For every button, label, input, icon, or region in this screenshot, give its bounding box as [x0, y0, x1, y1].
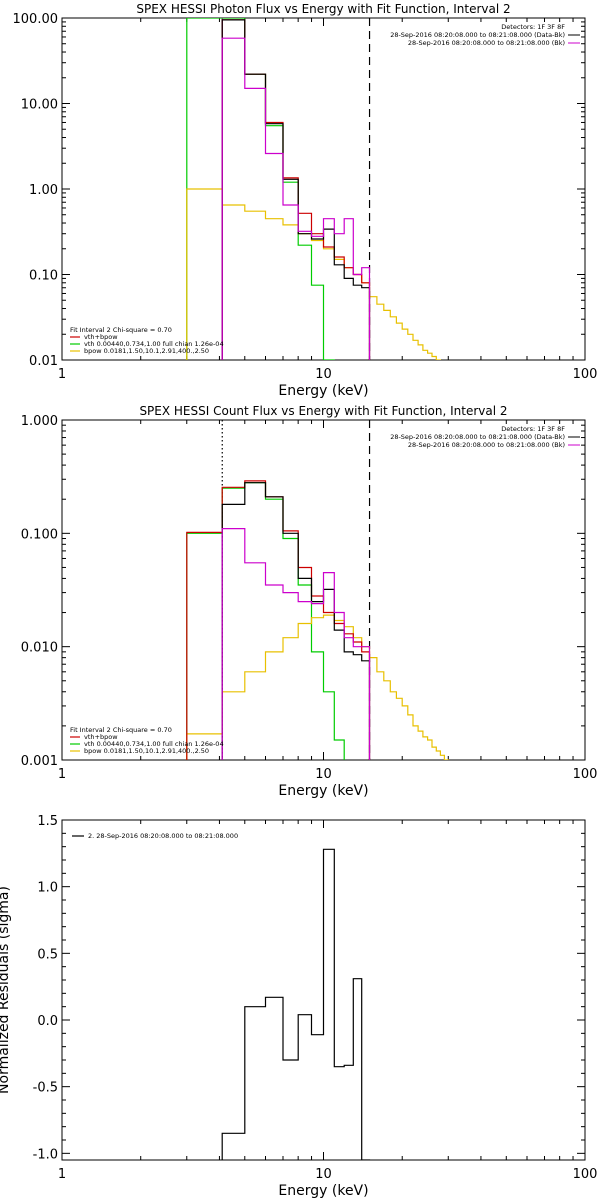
- legend-label: bpow 0.0181,1.50,10.1,2.91,400.,2.50: [84, 747, 209, 755]
- x-tick-label: 10: [315, 1167, 332, 1182]
- x-tick-label: 100: [573, 1167, 598, 1182]
- series-data-bk-line: [221, 19, 371, 360]
- plot-area: [186, 18, 441, 360]
- y-tick-label: 10.00: [21, 98, 58, 113]
- x-tick-label: 1: [58, 1167, 66, 1182]
- x-tick-label: 10: [315, 367, 332, 382]
- chart-title: SPEX HESSI Count Flux vs Energy with Fit…: [139, 404, 507, 418]
- y-tick-label: -1.0: [33, 1147, 58, 1162]
- legend-label: vth 0.00440,0.734,1.00 full chian 1.26e-…: [84, 740, 224, 748]
- photon-flux-panel: 1 10 100 0.01 0.10 1.00 10.00 100.00 SPEX HESSI …: [13, 2, 598, 399]
- x-axis-label: Energy (keV): [278, 1183, 368, 1199]
- legend-label: 2. 28-Sep-2016 08:20:08.000 to 08:21:08.…: [88, 832, 238, 840]
- legend-label: vth+bpow: [84, 733, 118, 741]
- y-tick-label: 0.100: [21, 527, 58, 542]
- y-tick-label: 1.0: [37, 881, 58, 896]
- info-text: 28-Sep-2016 08:20:08.000 to 08:21:08.000…: [390, 31, 565, 39]
- series-bpow-line: [186, 188, 441, 360]
- series-vth-line: [186, 18, 335, 360]
- series-vth-bpow-line: [186, 480, 371, 760]
- series-residuals-line: [221, 848, 371, 1160]
- series-vth-line: [186, 482, 345, 760]
- residuals-panel: 1 10 100 -1.0 -0.5 0.0 0.5 1.0 1.5 Energy (keV) No…: [0, 814, 597, 1199]
- x-tick-label: 1: [58, 767, 66, 782]
- y-tick-label: 0.5: [37, 947, 58, 962]
- series-bk-line: [221, 37, 371, 360]
- y-tick-label: 0.010: [21, 641, 58, 656]
- legend-label: bpow 0.0181,1.50,10.1,2.91,400.,2.50: [84, 347, 209, 355]
- info-text: 28-Sep-2016 08:20:08.000 to 08:21:08.000…: [408, 39, 565, 47]
- x-tick-label: 100: [573, 367, 598, 382]
- y-tick-label: 0.0: [37, 1014, 58, 1029]
- info-text: 28-Sep-2016 08:20:08.000 to 08:21:08.000…: [390, 433, 565, 441]
- x-axis-label: Energy (keV): [278, 783, 368, 799]
- plot-area: [186, 420, 449, 760]
- legend-label: vth+bpow: [84, 333, 118, 341]
- info-text: Detectors: 1F 3F 8F: [501, 425, 565, 433]
- y-tick-label: 1.5: [37, 814, 58, 829]
- y-tick-label: -0.5: [33, 1081, 58, 1096]
- info-text: Detectors: 1F 3F 8F: [501, 23, 565, 31]
- legend-label: vth 0.00440,0.734,1.00 full chian 1.26e-…: [84, 340, 224, 348]
- x-axis-label: Energy (keV): [278, 383, 368, 399]
- series-data-bk-line: [221, 482, 371, 760]
- legend-header: Fit Interval 2 Chi-square = 0.70: [70, 726, 172, 734]
- x-tick-label: 1: [58, 367, 66, 382]
- count-flux-panel: 1 10 100 0.001 0.010 0.100 1.000 SPEX HESSI Cou…: [21, 404, 598, 799]
- x-tick-label: 100: [573, 767, 598, 782]
- y-tick-label: 0.01: [29, 354, 58, 369]
- series-bpow-line: [186, 614, 449, 760]
- series-bk-line: [221, 528, 371, 760]
- y-tick-label: 0.001: [21, 754, 58, 769]
- y-tick-label: 1.000: [21, 414, 58, 429]
- chart-title: SPEX HESSI Photon Flux vs Energy with Fi…: [136, 2, 510, 16]
- info-text: 28-Sep-2016 08:20:08.000 to 08:21:08.000…: [408, 441, 565, 449]
- x-tick-label: 10: [315, 767, 332, 782]
- plot-area: [221, 848, 371, 1160]
- y-tick-label: 0.10: [29, 269, 58, 284]
- y-tick-label: 100.00: [13, 12, 59, 27]
- y-tick-label: 1.00: [29, 183, 58, 198]
- legend-header: Fit Interval 2 Chi-square = 0.70: [70, 326, 172, 334]
- y-axis-label: Normalized Residuals (sigma): [0, 886, 12, 1094]
